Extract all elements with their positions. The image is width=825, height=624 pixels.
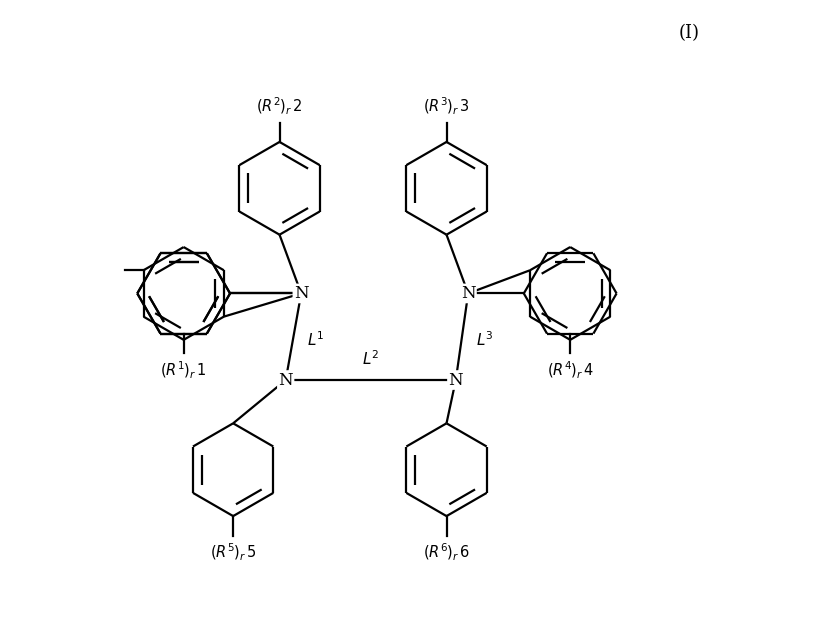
Text: $(R^{6})_{r}\,6$: $(R^{6})_{r}\,6$: [423, 542, 470, 563]
Text: (I): (I): [679, 24, 700, 42]
Text: $L^3$: $L^3$: [475, 331, 493, 349]
Text: N: N: [449, 371, 463, 389]
Text: $L^2$: $L^2$: [362, 349, 380, 368]
Text: $(R^{3})_{r}\,3$: $(R^{3})_{r}\,3$: [423, 96, 470, 117]
Text: $(R^{2})_{r}\,2$: $(R^{2})_{r}\,2$: [256, 96, 303, 117]
Text: N: N: [278, 371, 293, 389]
Text: $L^1$: $L^1$: [307, 331, 324, 349]
Text: N: N: [461, 285, 475, 302]
Text: $(R^{1})_{r}\,1$: $(R^{1})_{r}\,1$: [160, 359, 207, 381]
Text: $(R^{5})_{r}\,5$: $(R^{5})_{r}\,5$: [210, 542, 257, 563]
Text: $(R^{4})_{r}\,4$: $(R^{4})_{r}\,4$: [546, 359, 594, 381]
Text: N: N: [294, 285, 309, 302]
